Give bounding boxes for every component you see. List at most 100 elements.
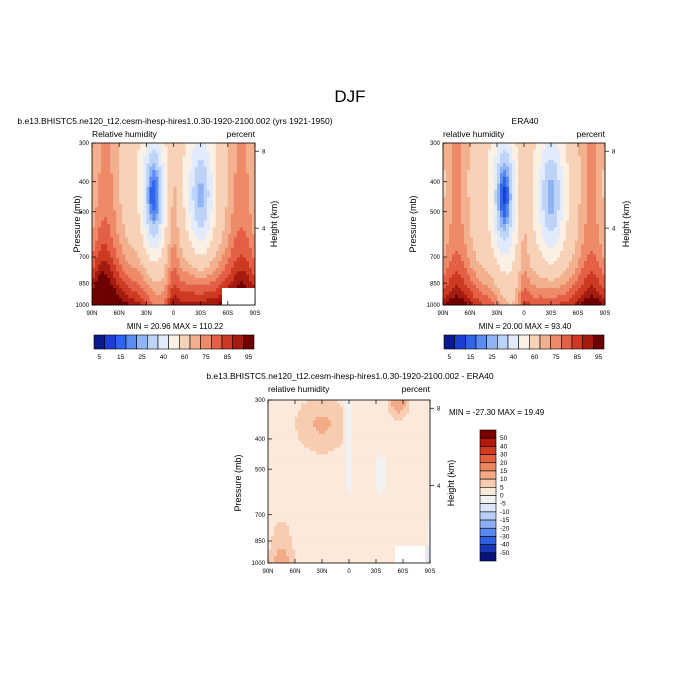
left-label: Relative humidity: [92, 129, 157, 139]
contour-cell: [455, 146, 459, 151]
contour-cell: [539, 203, 543, 208]
contour-cell: [185, 163, 189, 168]
contour-cell: [563, 207, 567, 211]
contour-cell: [527, 193, 531, 198]
contour-cell: [449, 166, 453, 171]
contour-cell: [134, 146, 138, 151]
contour-cell: [173, 240, 177, 245]
contour-cell: [197, 230, 202, 235]
contour-cell: [578, 271, 582, 276]
contour-cell: [575, 264, 579, 269]
contour-cell: [104, 186, 108, 191]
contour-cell: [548, 210, 552, 215]
contour-cell: [194, 166, 199, 171]
contour-cell: [569, 224, 573, 228]
contour-cell: [143, 224, 147, 228]
contour-cell: [578, 163, 582, 168]
contour-cell: [137, 254, 141, 259]
contour-cell: [563, 254, 567, 259]
contour-cell: [590, 281, 594, 286]
contour-cell: [500, 224, 504, 228]
right-label: percent: [227, 129, 256, 139]
contour-cell: [191, 210, 196, 215]
contour-cell: [575, 146, 579, 151]
contour-cell: [518, 159, 522, 164]
contour-cell: [98, 267, 102, 272]
contour-cell: [509, 274, 513, 279]
contour-cell: [230, 180, 235, 184]
contour-cell: [461, 180, 465, 184]
contour-cell: [116, 257, 120, 262]
contour-cell: [521, 149, 525, 154]
contour-cell: [491, 278, 495, 282]
contour-cell: [566, 163, 570, 168]
contour-cell: [248, 274, 253, 279]
contour-cell: [143, 163, 147, 168]
contour-cell: [158, 156, 162, 161]
contour-cell: [527, 180, 531, 184]
contour-cell: [170, 227, 174, 232]
contour-cell: [602, 149, 606, 154]
contour-cell: [95, 251, 99, 255]
contour-cell: [467, 156, 471, 161]
contour-cell: [590, 284, 594, 289]
contour-cell: [599, 237, 603, 242]
contour-cell: [149, 230, 153, 235]
contour-cell: [218, 291, 223, 296]
contour-cell: [557, 156, 561, 161]
contour-cell: [569, 146, 573, 151]
contour-cell: [470, 143, 474, 147]
contour-cell: [512, 200, 516, 205]
contour-cell: [584, 278, 588, 282]
contour-cell: [134, 143, 138, 147]
contour-cell: [446, 274, 450, 279]
contour-cell: [134, 203, 138, 208]
contour-cell: [455, 190, 459, 195]
contour-cell: [533, 153, 537, 157]
contour-cell: [104, 244, 108, 249]
contour-cell: [134, 166, 138, 171]
contour-cell: [212, 159, 217, 164]
contour-cell: [128, 197, 132, 201]
contour-cell: [95, 234, 99, 238]
contour-cell: [101, 176, 105, 181]
contour-cell: [482, 244, 486, 249]
contour-cell: [578, 197, 582, 201]
contour-cell: [107, 159, 111, 164]
contour-cell: [227, 224, 232, 228]
contour-cell: [191, 267, 196, 272]
contour-cell: [521, 240, 525, 245]
contour-cell: [230, 284, 235, 289]
contour-cell: [599, 240, 603, 245]
contour-cell: [503, 207, 507, 211]
contour-cell: [572, 197, 576, 201]
contour-cell: [155, 301, 159, 306]
contour-cell: [596, 159, 600, 164]
contour-cell: [515, 288, 519, 292]
contour-cell: [584, 153, 588, 157]
contour-cell: [179, 213, 183, 218]
contour-cell: [221, 271, 226, 276]
contour-cell: [188, 159, 193, 164]
contour-cell: [131, 143, 135, 147]
contour-cell: [218, 264, 223, 269]
contour-cell: [119, 190, 123, 195]
contour-cell: [587, 254, 591, 259]
contour-cell: [467, 288, 471, 292]
contour-cell: [158, 251, 162, 255]
contour-cell: [533, 261, 537, 265]
contour-cell: [95, 146, 99, 151]
contour-cell: [473, 244, 477, 249]
contour-cell: [155, 294, 159, 299]
contour-cell: [476, 156, 480, 161]
contour-cell: [113, 193, 117, 198]
contour-cell: [584, 274, 588, 279]
contour-cell: [248, 230, 253, 235]
contour-cell: [161, 183, 165, 188]
contour-cell: [488, 240, 492, 245]
contour-cell: [506, 180, 510, 184]
contour-cell: [104, 197, 108, 201]
contour-cell: [506, 271, 510, 276]
contour-cell: [542, 143, 546, 147]
contour-cell: [245, 193, 250, 198]
